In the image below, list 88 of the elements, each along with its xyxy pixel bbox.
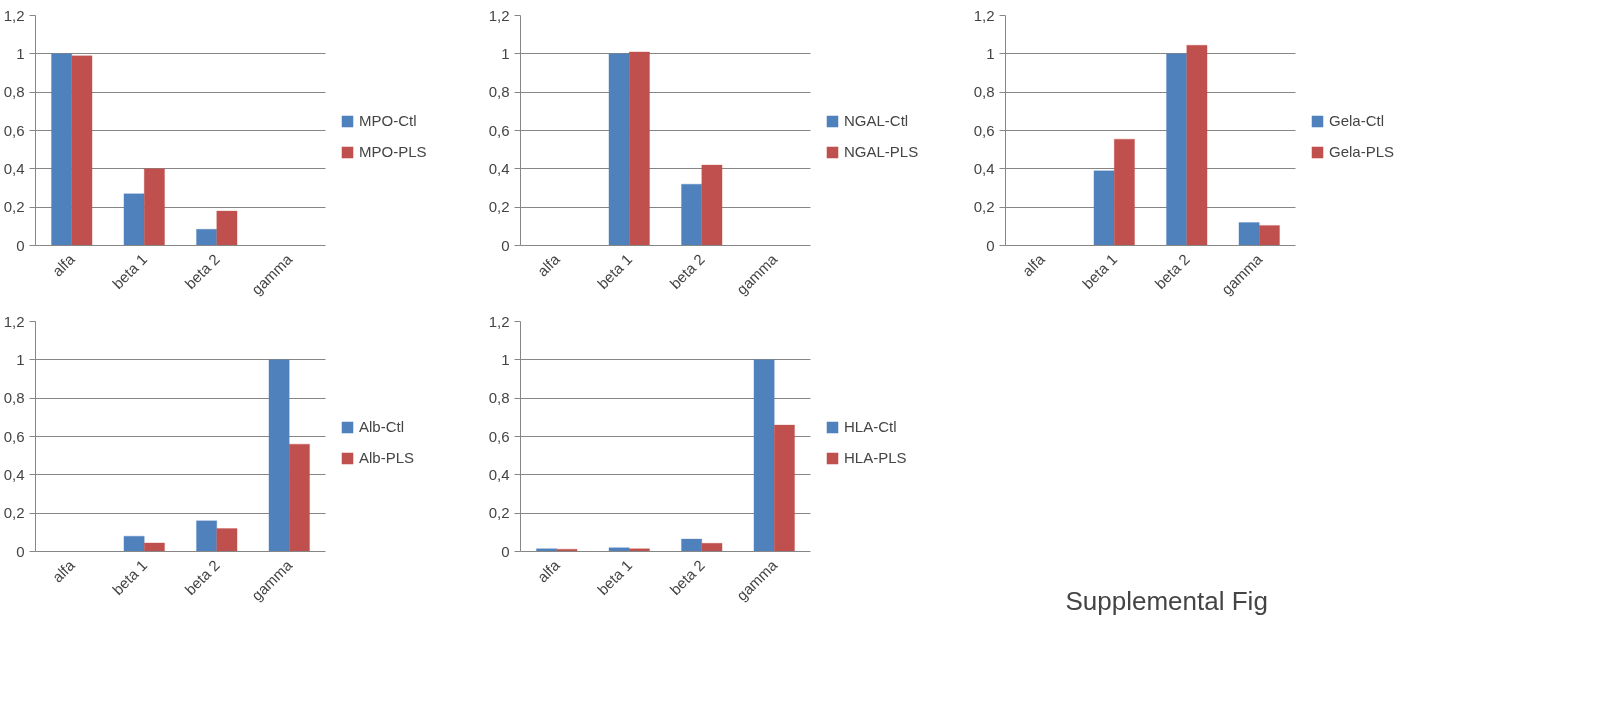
x-tick-label: beta 1 (108, 556, 151, 598)
x-tick-label: beta 1 (1078, 250, 1121, 292)
bar (216, 210, 238, 246)
x-tick-label: alfa (533, 556, 564, 586)
y-tick-label: 0,8 (488, 83, 510, 101)
y-tick-label: 0,4 (488, 159, 510, 177)
x-tick-label: beta 2 (181, 250, 223, 292)
y-tick-label: 0 (501, 236, 510, 254)
y-tick-label: 0,8 (973, 83, 995, 101)
y-tick-label: 0,2 (3, 504, 25, 522)
bar (680, 538, 703, 552)
legend-label: NGAL-Ctl (844, 112, 909, 129)
y-tick-label: 0,2 (3, 198, 25, 216)
x-tick-label: alfa (533, 250, 564, 280)
bar (268, 359, 290, 552)
y-tick-label: 0,6 (488, 427, 510, 445)
legend-label: HLA-Ctl (844, 418, 897, 435)
bar (71, 55, 93, 246)
bar (1186, 44, 1208, 246)
y-tick-label: 1,2 (3, 6, 25, 24)
bar (701, 164, 723, 246)
legend-label: MPO-PLS (359, 143, 427, 160)
bar (123, 535, 145, 552)
bar (195, 520, 218, 552)
text: Supplemental Fig (1065, 585, 1268, 616)
legend-label: Alb-PLS (359, 449, 415, 466)
y-tick-label: 0 (501, 542, 510, 560)
y-tick-label: 0,4 (3, 159, 25, 177)
x-tick-label: alfa (48, 556, 79, 586)
y-tick-label: 0,6 (488, 121, 510, 139)
y-tick-label: 0,4 (3, 465, 25, 483)
legend-label: MPO-Ctl (359, 112, 417, 129)
y-tick-label: 1,2 (488, 312, 510, 330)
legend-label: NGAL-PLS (844, 143, 919, 160)
y-tick-label: 0 (986, 236, 995, 254)
legend-label: Gela-PLS (1329, 143, 1395, 160)
bar (143, 542, 166, 552)
y-tick-label: 0,8 (3, 83, 25, 101)
x-tick-label: beta 1 (108, 250, 151, 292)
bar (608, 53, 630, 246)
y-tick-label: 0,6 (973, 121, 995, 139)
y-tick-label: 0 (16, 542, 25, 560)
y-tick-label: 0,2 (488, 198, 510, 216)
bar (701, 542, 723, 552)
bar (608, 547, 630, 552)
y-tick-label: 0,4 (973, 159, 995, 177)
bar (628, 51, 651, 246)
bar (143, 168, 166, 246)
bar (216, 528, 238, 552)
bar (123, 193, 145, 246)
y-tick-label: 1,2 (488, 6, 510, 24)
bar (680, 183, 703, 246)
y-tick-label: 0,6 (3, 121, 25, 139)
y-tick-label: 0,8 (3, 389, 25, 407)
x-tick-label: beta 2 (1151, 250, 1193, 292)
x-tick-label: beta 1 (593, 250, 636, 292)
x-tick-label: beta 2 (666, 250, 708, 292)
legend-label: Alb-Ctl (359, 418, 405, 435)
legend-label: HLA-PLS (844, 449, 907, 466)
y-tick-label: 1 (16, 44, 25, 62)
x-tick-label: beta 2 (181, 556, 223, 598)
bar (1238, 222, 1260, 246)
bar (773, 424, 796, 552)
x-tick-label: alfa (1018, 250, 1049, 280)
y-tick-label: 1,2 (973, 6, 995, 24)
x-tick-label: beta 1 (593, 556, 636, 598)
y-tick-label: 1 (16, 350, 25, 368)
bar (50, 53, 73, 246)
y-tick-label: 0,4 (488, 465, 510, 483)
y-tick-label: 0,8 (488, 389, 510, 407)
y-tick-label: 1 (501, 44, 510, 62)
x-tick-label: beta 2 (666, 556, 708, 598)
bar (1113, 138, 1136, 246)
bar (1258, 224, 1281, 246)
bar (288, 443, 311, 552)
bar (753, 359, 775, 552)
y-tick-label: 0 (16, 236, 25, 254)
y-tick-label: 1,2 (3, 312, 25, 330)
bar (1165, 53, 1188, 246)
y-tick-label: 1 (986, 44, 995, 62)
y-tick-label: 0,2 (488, 504, 510, 522)
y-tick-label: 0,2 (973, 198, 995, 216)
x-tick-label: alfa (48, 250, 79, 280)
y-tick-label: 0,6 (3, 427, 25, 445)
y-tick-label: 1 (501, 350, 510, 368)
legend-label: Gela-Ctl (1329, 112, 1385, 129)
bar (195, 228, 218, 246)
bar (1093, 170, 1115, 246)
